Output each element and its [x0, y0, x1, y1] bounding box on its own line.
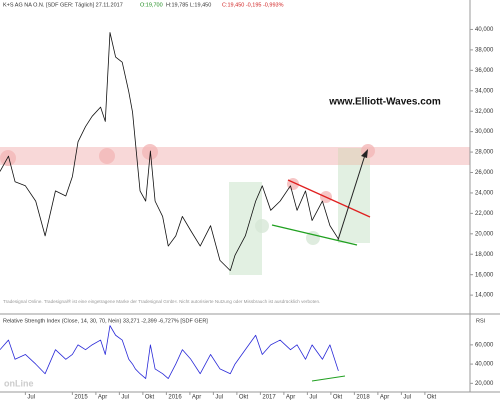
rsi-trendline [311, 375, 346, 382]
y-tick-label: 30,000 [475, 129, 494, 135]
x-tick-label: Jul [121, 395, 129, 400]
y-tick-label: 26,000 [475, 170, 494, 176]
y-tick-label: 60,000 [475, 342, 494, 348]
x-tick-label: 2015 [74, 395, 88, 400]
x-tick-label: Apr [192, 395, 201, 400]
x-tick-label: Jul [215, 395, 223, 400]
resistance-band [0, 147, 470, 165]
x-tick-label: Okt [333, 395, 343, 400]
forecast-arrow [337, 154, 366, 241]
y-tick-label: 28,000 [475, 150, 494, 156]
x-tick-label: Jul [309, 395, 317, 400]
logo: onLine [4, 378, 34, 388]
y-tick-label: 20,000 [475, 381, 494, 387]
arrow-head [361, 149, 368, 158]
data-line [0, 32, 339, 271]
close-label: C:19,450 -0,195 -0,993% [222, 2, 284, 8]
y-tick-label: 14,000 [475, 293, 494, 299]
watermark: www.Elliott-Waves.com [328, 97, 441, 108]
x-tick-label: Okt [145, 395, 155, 400]
rsi-title: Relative Strength Index (Close, 14, 30, … [3, 318, 208, 324]
y-tick-label: 38,000 [475, 47, 494, 53]
x-tick-label: 2016 [168, 395, 182, 400]
y-tick-label: 36,000 [475, 68, 494, 74]
support-trendline [271, 224, 358, 246]
y-tick-label: 24,000 [475, 191, 494, 197]
x-tick-label: Apr [380, 395, 389, 400]
x-tick-label: Jul [403, 395, 411, 400]
y-tick-label: 22,000 [475, 211, 494, 217]
x-tick-label: Okt [427, 395, 437, 400]
disclaimer: Tradesignal Online. Tradesignal® ist ein… [3, 298, 320, 304]
x-tick-label: Apr [98, 395, 107, 400]
data-line [0, 325, 339, 379]
high-low-label: H:19,785 L:19,450 [166, 2, 211, 8]
x-tick-label: 2017 [262, 395, 276, 400]
target-box [338, 165, 370, 243]
x-tick-label: Jul [27, 395, 35, 400]
x-tick-label: 2018 [356, 395, 370, 400]
chart-title: K+S AG NA O.N. [SDF GER: Täglich] 27.11.… [3, 2, 123, 8]
y-tick-label: 40,000 [475, 362, 494, 368]
y-tick-label: 40,000 [475, 27, 494, 33]
rsi-axis-label: RSI [476, 318, 486, 324]
y-tick-label: 16,000 [475, 272, 494, 278]
open-label: O:19,700 [140, 2, 163, 8]
y-tick-label: 34,000 [475, 88, 494, 94]
x-tick-label: Apr [286, 395, 295, 400]
y-tick-label: 18,000 [475, 252, 494, 258]
x-tick-label: Okt [239, 395, 249, 400]
y-tick-label: 20,000 [475, 231, 494, 237]
y-tick-label: 32,000 [475, 109, 494, 115]
resistance-trendline [287, 179, 371, 218]
